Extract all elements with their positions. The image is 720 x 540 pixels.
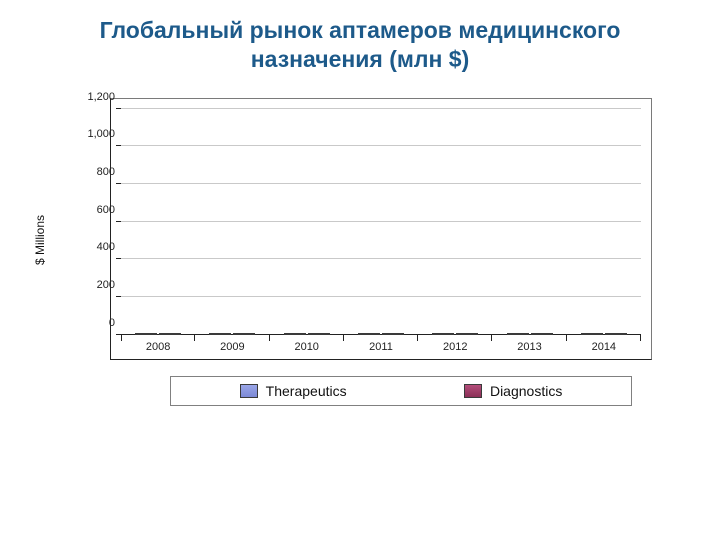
y-tick <box>116 183 121 184</box>
legend-label-therapeutics: Therapeutics <box>266 383 347 399</box>
legend-item-therapeutics: Therapeutics <box>240 383 347 399</box>
gridline <box>121 258 641 259</box>
bar-group: 2011 <box>344 109 418 335</box>
legend-item-diagnostics: Diagnostics <box>464 383 562 399</box>
legend: Therapeutics Diagnostics <box>170 376 632 406</box>
y-tick <box>116 334 121 335</box>
x-tick-label: 2009 <box>195 335 269 353</box>
chart-container: $ Millions 2008200920102011201220132014 … <box>50 98 670 406</box>
y-tick <box>116 258 121 259</box>
bar-group: 2012 <box>418 109 492 335</box>
gridline <box>121 296 641 297</box>
x-tick-label: 2013 <box>492 335 566 353</box>
gridline <box>121 108 641 109</box>
y-tick <box>116 145 121 146</box>
y-tick-label: 800 <box>97 166 121 178</box>
x-tick-label: 2011 <box>344 335 418 353</box>
chart-title: Глобальный рынок аптамеров медицинского … <box>40 16 680 74</box>
x-tick-label: 2012 <box>418 335 492 353</box>
legend-swatch-diagnostics <box>464 384 482 398</box>
y-axis-title-text: $ Millions <box>33 214 47 264</box>
y-tick-label: 200 <box>97 279 121 291</box>
x-tick-label: 2010 <box>270 335 344 353</box>
bar-group: 2009 <box>195 109 269 335</box>
y-tick-label: 1,200 <box>87 91 121 103</box>
x-tick-label: 2008 <box>121 335 195 353</box>
y-tick-label: 600 <box>97 204 121 216</box>
chart-box: 2008200920102011201220132014 02004006008… <box>110 98 652 360</box>
x-tick-label: 2014 <box>567 335 641 353</box>
y-tick-label: 0 <box>109 317 121 329</box>
bar-groups: 2008200920102011201220132014 <box>121 109 641 335</box>
y-tick-label: 1,000 <box>87 128 121 140</box>
bar-group: 2008 <box>121 109 195 335</box>
legend-label-diagnostics: Diagnostics <box>490 383 562 399</box>
y-tick <box>116 221 121 222</box>
y-tick <box>116 296 121 297</box>
gridline <box>121 145 641 146</box>
y-axis-title: $ Millions <box>32 98 48 382</box>
slide: Глобальный рынок аптамеров медицинского … <box>0 0 720 540</box>
gridline <box>121 183 641 184</box>
plot-area: 2008200920102011201220132014 02004006008… <box>121 109 641 335</box>
y-tick <box>116 108 121 109</box>
bar-group: 2014 <box>567 109 641 335</box>
gridline <box>121 221 641 222</box>
legend-swatch-therapeutics <box>240 384 258 398</box>
bar-group: 2010 <box>270 109 344 335</box>
y-tick-label: 400 <box>97 241 121 253</box>
bar-group: 2013 <box>492 109 566 335</box>
